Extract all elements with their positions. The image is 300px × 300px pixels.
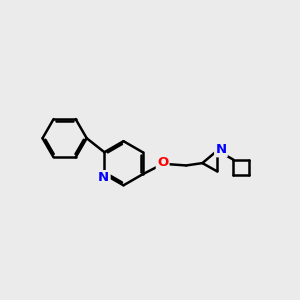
Text: O: O — [157, 156, 168, 169]
Text: N: N — [98, 171, 109, 184]
Text: N: N — [215, 143, 226, 156]
